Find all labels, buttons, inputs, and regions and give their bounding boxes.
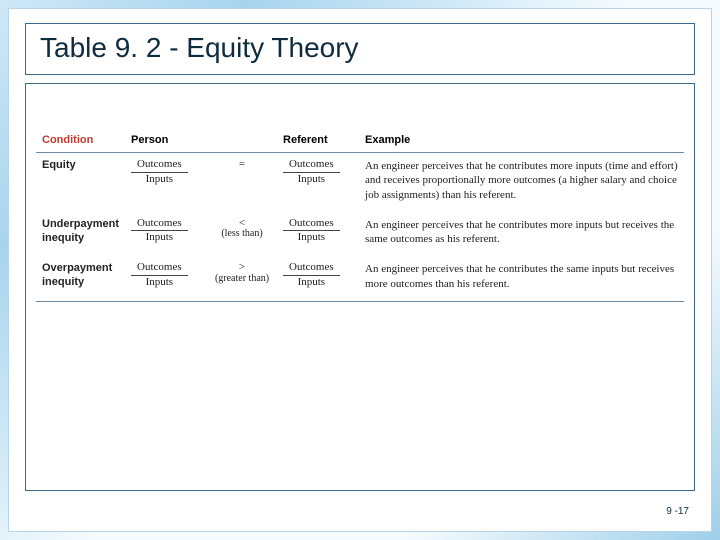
ratio-numerator: Outcomes [283, 159, 340, 173]
cell-example: An engineer perceives that he contribute… [359, 212, 684, 257]
page-number: 9 -17 [666, 506, 689, 517]
ratio-numerator: Outcomes [131, 218, 188, 232]
cell-referent-ratio: Outcomes Inputs [277, 212, 359, 257]
ratio-block: Outcomes Inputs [131, 159, 188, 185]
cell-example: An engineer perceives that he contribute… [359, 153, 684, 212]
cell-operator: = [207, 153, 277, 212]
cell-referent-ratio: Outcomes Inputs [277, 256, 359, 301]
cell-example: An engineer perceives that he contribute… [359, 256, 684, 301]
cell-condition: Underpayment inequity [36, 212, 125, 257]
ratio-denominator: Inputs [283, 231, 340, 244]
ratio-numerator: Outcomes [283, 262, 340, 276]
operator-label: (greater than) [213, 274, 271, 285]
table-header-row: Condition Person Referent Example [36, 130, 684, 153]
cell-person-ratio: Outcomes Inputs [125, 212, 207, 257]
ratio-numerator: Outcomes [131, 262, 188, 276]
operator-label: (less than) [213, 229, 271, 240]
title-container: Table 9. 2 - Equity Theory [25, 23, 695, 75]
page-title: Table 9. 2 - Equity Theory [40, 32, 680, 64]
table-row: Overpayment inequity Outcomes Inputs > (… [36, 256, 684, 301]
table-row: Underpayment inequity Outcomes Inputs < … [36, 212, 684, 257]
cell-referent-ratio: Outcomes Inputs [277, 153, 359, 212]
equity-table-wrap: Condition Person Referent Example Equity… [36, 130, 684, 302]
cell-person-ratio: Outcomes Inputs [125, 256, 207, 301]
cell-condition: Overpayment inequity [36, 256, 125, 301]
col-person: Person [125, 130, 207, 153]
ratio-denominator: Inputs [131, 231, 188, 244]
slide-frame: Table 9. 2 - Equity Theory Condition Per… [8, 8, 712, 532]
cell-operator: > (greater than) [207, 256, 277, 301]
operator-symbol: = [213, 159, 271, 171]
ratio-numerator: Outcomes [283, 218, 340, 232]
col-referent: Referent [277, 130, 359, 153]
cell-condition: Equity [36, 153, 125, 212]
ratio-denominator: Inputs [283, 276, 340, 289]
ratio-denominator: Inputs [131, 276, 188, 289]
ratio-block: Outcomes Inputs [283, 159, 340, 185]
ratio-block: Outcomes Inputs [131, 262, 188, 288]
ratio-numerator: Outcomes [131, 159, 188, 173]
content-container: Condition Person Referent Example Equity… [25, 83, 695, 491]
cell-operator: < (less than) [207, 212, 277, 257]
table-row: Equity Outcomes Inputs = [36, 153, 684, 212]
ratio-denominator: Inputs [283, 173, 340, 186]
cell-person-ratio: Outcomes Inputs [125, 153, 207, 212]
col-example: Example [359, 130, 684, 153]
ratio-block: Outcomes Inputs [131, 218, 188, 244]
col-operator [207, 130, 277, 153]
ratio-block: Outcomes Inputs [283, 262, 340, 288]
equity-table: Condition Person Referent Example Equity… [36, 130, 684, 302]
ratio-block: Outcomes Inputs [283, 218, 340, 244]
ratio-denominator: Inputs [131, 173, 188, 186]
col-condition: Condition [36, 130, 125, 153]
